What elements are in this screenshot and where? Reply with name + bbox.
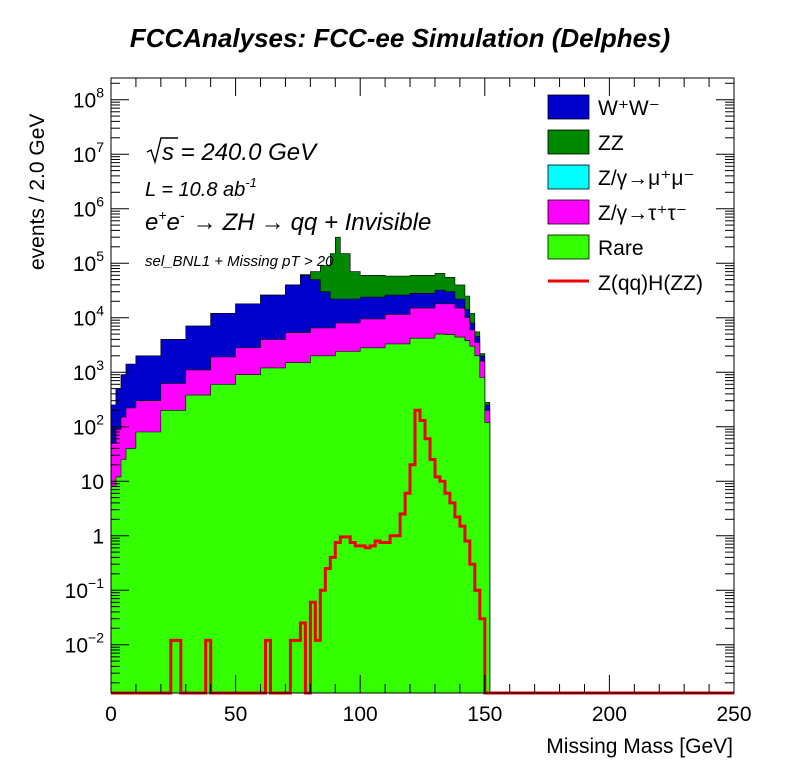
signal-layer bbox=[111, 408, 734, 695]
y-tick-label: 108 bbox=[73, 85, 104, 113]
stack-area-rare bbox=[110, 333, 491, 694]
legend-item: Rare bbox=[547, 234, 644, 260]
legend-label: Z/γ→μ⁺μ⁻ bbox=[598, 167, 695, 190]
x-axis-ticks: 0 50 100 150 200 250 bbox=[105, 78, 752, 726]
chart-title: FCCAnalyses: FCC-ee Simulation (Delphes) bbox=[130, 23, 670, 53]
signal-line bbox=[111, 408, 734, 695]
annotation-luminosity: L = 10.8 ab-1 bbox=[145, 175, 257, 201]
stack-layer bbox=[110, 236, 491, 694]
annotations: s = 240.0 GeV L = 10.8 ab-1 e+e- → ZH → qq +… bbox=[145, 137, 431, 270]
plot-area bbox=[110, 236, 734, 695]
sqrt-symbol bbox=[146, 137, 178, 165]
legend-label: Rare bbox=[598, 237, 644, 260]
x-tick-label: 50 bbox=[224, 703, 247, 726]
legend-label: Z(qq)H(ZZ) bbox=[598, 272, 703, 295]
legend: W⁺W⁻ ZZ Z/γ→μ⁺μ⁻ Z/γ→τ⁺τ⁻ Rare Z(qq)H(ZZ) bbox=[547, 94, 703, 295]
y-tick-label: 105 bbox=[73, 248, 104, 276]
x-tick-label: 200 bbox=[592, 703, 627, 726]
x-tick-label: 150 bbox=[467, 703, 502, 726]
y-tick-label: 104 bbox=[73, 303, 104, 331]
y-axis-label: events / 2.0 GeV bbox=[26, 114, 49, 270]
legend-swatch bbox=[547, 199, 590, 225]
legend-item: Z/γ→τ⁺τ⁻ bbox=[547, 199, 687, 225]
annotation-selection: sel_BNL1 + Missing pT > 20 bbox=[145, 253, 334, 270]
legend-item: Z(qq)H(ZZ) bbox=[548, 272, 703, 295]
legend-label: Z/γ→τ⁺τ⁻ bbox=[598, 202, 687, 225]
y-tick-label: 102 bbox=[73, 412, 104, 440]
legend-swatch bbox=[547, 129, 590, 155]
x-axis-label: Missing Mass [GeV] bbox=[546, 735, 733, 758]
y-tick-label: 106 bbox=[73, 194, 104, 222]
y-tick-label: 103 bbox=[73, 357, 104, 385]
y-axis-ticks: 10−2 10−1 1 10 102 103 104 105 106 107 108 bbox=[65, 82, 734, 684]
legend-label: ZZ bbox=[598, 132, 624, 155]
x-tick-label: 250 bbox=[716, 703, 751, 726]
x-tick-label: 100 bbox=[343, 703, 378, 726]
legend-swatch bbox=[547, 94, 590, 120]
y-tick-label: 10 bbox=[81, 471, 104, 494]
y-tick-label: 1 bbox=[92, 526, 104, 549]
y-tick-label: 10−2 bbox=[65, 630, 105, 658]
plot-frame bbox=[110, 77, 735, 694]
legend-swatch bbox=[547, 164, 590, 190]
annotation-sqrt-s: s = 240.0 GeV bbox=[162, 139, 318, 166]
y-tick-label: 10−1 bbox=[65, 575, 105, 603]
x-tick-label: 0 bbox=[105, 703, 117, 726]
y-tick-label: 107 bbox=[73, 139, 104, 167]
legend-item: Z/γ→μ⁺μ⁻ bbox=[547, 164, 695, 190]
legend-label: W⁺W⁻ bbox=[598, 97, 660, 120]
legend-item: W⁺W⁻ bbox=[547, 94, 660, 120]
legend-item: ZZ bbox=[547, 129, 624, 155]
legend-swatch bbox=[547, 234, 590, 260]
annotation-process: e+e- → ZH → qq + Invisible bbox=[145, 207, 431, 236]
